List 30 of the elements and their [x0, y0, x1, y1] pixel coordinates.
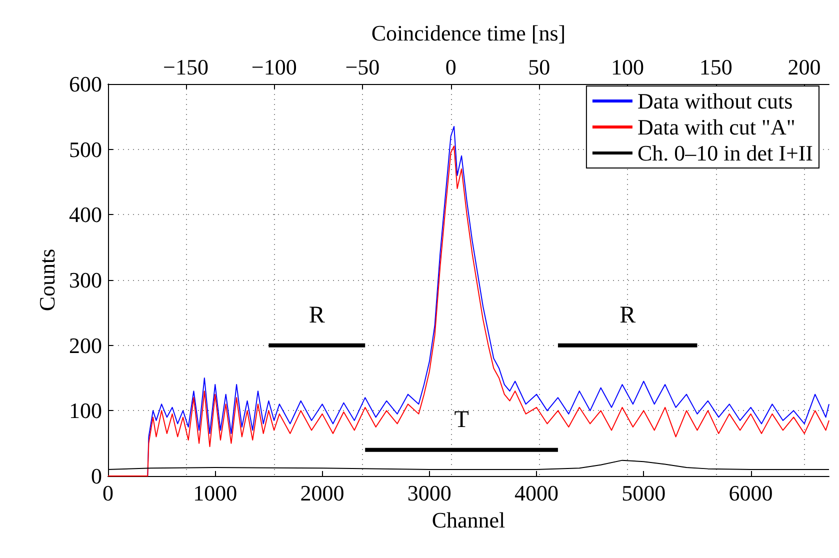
- y-tick-label: 400: [69, 202, 102, 228]
- y-tick-label: 0: [91, 464, 102, 488]
- x2-tick-label: 50: [528, 54, 550, 80]
- x-axis-title: Channel: [432, 507, 506, 532]
- x2-tick-label: −100: [251, 54, 297, 80]
- y-tick-label: 100: [69, 398, 102, 424]
- x-tick-label: 3000: [407, 480, 452, 506]
- x2-tick-label: 100: [611, 54, 644, 80]
- legend-label: Data with cut "A": [637, 114, 796, 140]
- x-tick-label: 6000: [728, 480, 773, 506]
- x2-tick-label: 150: [699, 54, 732, 80]
- x2-tick-label: −50: [345, 54, 380, 80]
- x-tick-label: 1000: [193, 480, 238, 506]
- x2-axis-title: Coincidence time [ns]: [371, 20, 566, 46]
- annotation: R: [308, 302, 325, 328]
- legend-label: Data without cuts: [637, 88, 793, 114]
- x-tick-label: 5000: [622, 480, 666, 506]
- y-tick-label: 300: [69, 268, 102, 292]
- x2-tick-label: 200: [788, 54, 821, 80]
- annotation: T: [454, 406, 470, 433]
- x2-tick-label: 0: [445, 54, 456, 80]
- y-tick-label: 500: [69, 136, 102, 162]
- x2-tick-label: −150: [163, 54, 208, 80]
- x-tick-label: 4000: [514, 480, 559, 506]
- y-tick-label: 600: [69, 72, 102, 96]
- x-tick-label: 2000: [300, 480, 344, 506]
- annotation: R: [620, 302, 636, 328]
- y-axis-title: Counts: [34, 248, 60, 312]
- y-tick-label: 200: [69, 332, 102, 358]
- legend-label: Ch. 0–10 in det I+II: [637, 140, 814, 166]
